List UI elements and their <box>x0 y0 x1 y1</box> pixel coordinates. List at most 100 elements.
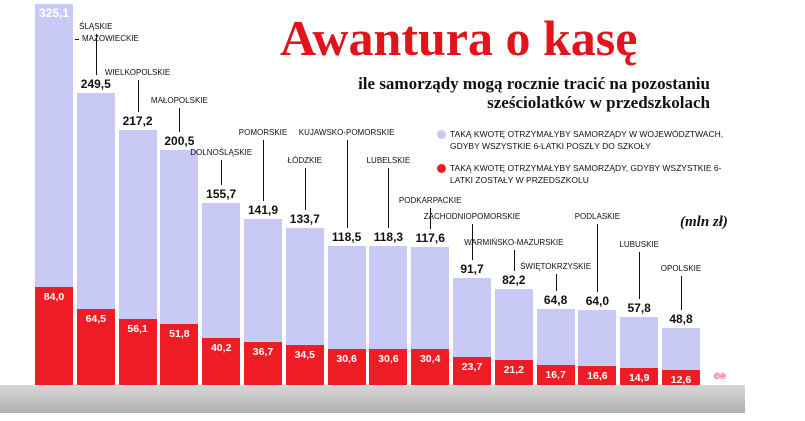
bar-value-lower: 30,4 <box>419 353 441 366</box>
bar-upper <box>244 218 282 342</box>
bar-value-upper: 118,5 <box>331 230 362 245</box>
bar-lower <box>327 349 366 385</box>
region-label: OPOLSKIE <box>660 264 702 273</box>
region-label: MAŁOPOLSKIE <box>150 96 208 105</box>
bar-lower <box>76 309 115 385</box>
bar-value-upper: 48,8 <box>669 311 693 326</box>
region-leader <box>221 160 223 185</box>
region-leader <box>430 208 432 230</box>
bar-value-upper: 249,5 <box>80 76 111 91</box>
bar-upper <box>620 317 659 368</box>
bar-lower <box>411 349 450 385</box>
region-label: LUBELSKIE <box>366 156 411 165</box>
region-leader <box>75 39 79 40</box>
bar-value-upper: 57,8 <box>627 301 651 316</box>
bar-lower <box>620 367 659 385</box>
bar-upper <box>35 4 73 287</box>
bar-upper <box>369 246 408 350</box>
bar-lower <box>35 286 73 385</box>
region-label: ZACHODNIOPOMORSKIE <box>423 212 521 221</box>
legend-swatch-preschool <box>437 164 446 173</box>
bar-value-upper: 117,6 <box>415 231 445 246</box>
bar-lower <box>578 365 617 385</box>
region-leader <box>137 80 139 113</box>
region-label: PODKARPACKIE <box>398 196 462 205</box>
legend-swatch-school <box>437 130 446 139</box>
bar-upper <box>536 309 575 366</box>
bar-value-lower: 12,6 <box>670 374 692 387</box>
region-leader <box>513 250 515 271</box>
unit-label: (mln zł) <box>680 214 728 230</box>
bar-upper <box>285 228 324 345</box>
chart-subtitle-line-1: ile samorządy mogą rocznie tracić na poz… <box>358 74 710 93</box>
bar-value-upper: 118,3 <box>373 230 404 245</box>
bar-value-upper: 200,5 <box>164 134 195 149</box>
region-label: WARMIŃSKO-MAZURSKIE <box>464 238 564 247</box>
bar-value-upper: 217,2 <box>122 114 153 129</box>
region-leader <box>597 224 599 292</box>
bar-value-lower: 40,2 <box>210 341 232 354</box>
region-label: MAZOWIECKIE <box>82 34 139 43</box>
bar-lower <box>118 319 157 385</box>
bar-upper <box>662 327 700 371</box>
bar-lower <box>536 365 575 385</box>
region-label: POMORSKIE <box>238 128 288 137</box>
legend-label-school: TAKĄ KWOTĘ OTRZYMAŁYBY SAMORZĄDY W WOJEW… <box>450 129 724 151</box>
region-leader <box>681 276 682 310</box>
bar-value-lower: 16,7 <box>545 369 566 382</box>
bar-lower <box>160 324 199 385</box>
bar-value-lower: 30,6 <box>378 353 399 366</box>
bar-upper <box>578 309 617 366</box>
region-label: WIELKOPOLSKIE <box>104 68 171 77</box>
bar-value-lower: 84,0 <box>43 290 65 303</box>
bar-value-lower: 34,5 <box>294 348 316 361</box>
region-leader <box>304 168 306 211</box>
region-label: ŚLĄSKIE <box>79 22 113 31</box>
bar-value-lower: 14,9 <box>628 371 650 384</box>
region-label: KUJAWSKO-POMORSKIE <box>298 128 395 137</box>
bar-value-upper: 325,1 <box>38 6 70 20</box>
chart-subtitle: ile samorządy mogą rocznie tracić na poz… <box>270 74 710 112</box>
legend-entry-school: TAKĄ KWOTĘ OTRZYMAŁYBY SAMORZĄDY W WOJEW… <box>437 128 740 152</box>
bar-lower <box>662 370 700 385</box>
bar-upper <box>494 288 533 361</box>
bar-value-upper: 91,7 <box>460 261 484 276</box>
bar-upper <box>411 247 450 350</box>
bar-value-upper: 64,0 <box>585 293 610 308</box>
bar-value-lower: 56,1 <box>127 323 148 336</box>
region-leader <box>639 252 641 300</box>
bar-lower <box>494 360 533 385</box>
bar-value-upper: 155,7 <box>206 186 237 201</box>
bar-value-lower: 23,7 <box>461 361 483 374</box>
region-label: LUBUSKIE <box>619 240 659 249</box>
bar-value-lower: 64,5 <box>85 313 107 326</box>
copyright-mark: ©℗ <box>714 372 726 381</box>
chart-title: Awantura o kasę <box>280 10 638 66</box>
bar-value-upper: 82,2 <box>502 272 526 287</box>
region-leader <box>555 274 557 292</box>
bar-lower <box>202 337 241 385</box>
region-leader <box>346 140 348 229</box>
bar-upper <box>202 202 241 338</box>
bar-value-lower: 16,6 <box>587 369 608 382</box>
region-leader <box>179 108 181 133</box>
bar-value-lower: 36,7 <box>252 345 274 358</box>
region-label: PODLASKIE <box>574 212 621 221</box>
legend-label-preschool: TAKĄ KWOTĘ OTRZYMAŁYBY SAMORZĄDY, GDYBY … <box>450 163 722 185</box>
bar-upper <box>118 130 157 320</box>
region-label: ŁÓDZKIE <box>287 156 322 165</box>
region-leader <box>95 34 97 75</box>
bar-lower <box>453 357 491 385</box>
bar-value-lower: 21,2 <box>503 364 525 377</box>
chart-subtitle-line-2: sześciolatków w przedszkolach <box>487 93 710 112</box>
region-label: DOLNOŚLĄSKIE <box>190 148 253 157</box>
chart-baseline <box>0 385 745 413</box>
bar-value-lower: 51,8 <box>169 328 190 341</box>
bar-upper <box>76 92 115 310</box>
bar-upper <box>453 277 491 358</box>
bar-lower <box>369 349 408 385</box>
legend-entry-preschool: TAKĄ KWOTĘ OTRZYMAŁYBY SAMORZĄDY, GDYBY … <box>437 162 740 186</box>
bar-lower <box>285 344 324 385</box>
bar-value-upper: 141,9 <box>247 202 279 217</box>
